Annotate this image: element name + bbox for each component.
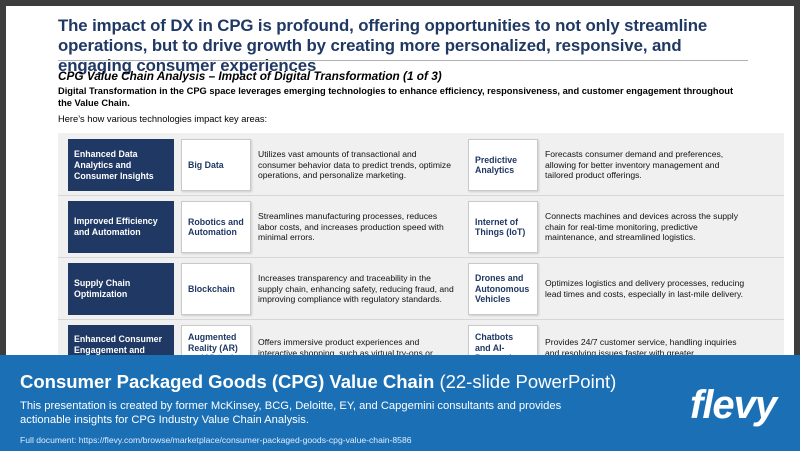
table-row: Supply Chain Optimization Blockchain Inc… — [58, 263, 784, 325]
technology-box: Blockchain — [181, 263, 251, 315]
technology-box: Drones and Autonomous Vehicles — [468, 263, 538, 315]
technology-box: Big Data — [181, 139, 251, 191]
technology-description: Connects machines and devices across the… — [545, 211, 738, 243]
category-label: Supply Chain Optimization — [68, 263, 174, 315]
intro-text: Digital Transformation in the CPG space … — [58, 86, 734, 108]
technology-description: Utilizes vast amounts of transactional a… — [258, 149, 451, 181]
technology-description: Optimizes logistics and delivery process… — [545, 278, 745, 299]
technology-description: Offers immersive product experiences and… — [258, 337, 433, 358]
technology-box: Predictive Analytics — [468, 139, 538, 191]
category-label: Enhanced Data Analytics and Consumer Ins… — [68, 139, 174, 191]
lead-text: Here’s how various technologies impact k… — [58, 114, 268, 124]
technology-table: Enhanced Data Analytics and Consumer Ins… — [58, 133, 784, 377]
row-divider — [58, 257, 784, 258]
category-label: Improved Efficiency and Automation — [68, 201, 174, 253]
headline-divider — [58, 60, 748, 61]
banner-description: This presentation is created by former M… — [20, 400, 562, 426]
slide-headline: The impact of DX in CPG is profound, off… — [58, 16, 708, 75]
technology-description: Forecasts consumer demand and preference… — [545, 149, 724, 181]
banner-title: Consumer Packaged Goods (CPG) Value Chai… — [20, 371, 616, 393]
technology-description: Streamlines manufacturing processes, red… — [258, 211, 444, 243]
row-divider — [58, 195, 784, 196]
row-divider — [58, 319, 784, 320]
banner-title-suffix: (22-slide PowerPoint) — [439, 371, 617, 392]
flevy-logo: flevy — [690, 383, 777, 427]
slide: The impact of DX in CPG is profound, off… — [6, 6, 794, 446]
promo-banner: Consumer Packaged Goods (CPG) Value Chai… — [0, 355, 800, 451]
technology-description: Increases transparency and traceability … — [258, 273, 454, 305]
technology-description: Provides 24/7 customer service, handling… — [545, 337, 737, 358]
technology-box: Robotics and Automation — [181, 201, 251, 253]
full-document-link[interactable]: Full document: https://flevy.com/browse/… — [20, 435, 412, 445]
section-title: CPG Value Chain Analysis – Impact of Dig… — [58, 69, 442, 83]
table-row: Enhanced Data Analytics and Consumer Ins… — [58, 139, 784, 201]
technology-box: Internet of Things (IoT) — [468, 201, 538, 253]
table-row: Improved Efficiency and Automation Robot… — [58, 201, 784, 263]
banner-title-main: Consumer Packaged Goods (CPG) Value Chai… — [20, 371, 435, 392]
